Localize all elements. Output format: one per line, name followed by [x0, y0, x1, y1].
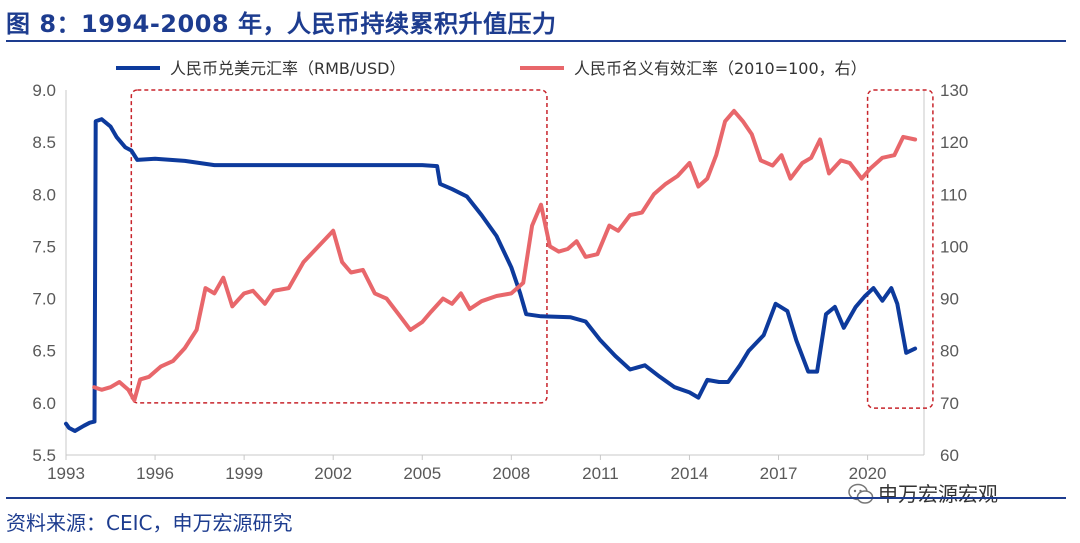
- y-right-tick-label: 90: [940, 290, 959, 309]
- y-right-tick-label: 60: [940, 446, 959, 465]
- y-left-tick-label: 9.0: [32, 81, 56, 100]
- annotation-box: [130, 89, 548, 404]
- annotation-box: [866, 89, 934, 409]
- x-tick-label: 2017: [760, 464, 798, 483]
- source-note: 资料来源：CEIC，申万宏源研究: [6, 511, 293, 535]
- series-line-rmb-usd: [64, 117, 918, 433]
- x-tick-label: 2008: [492, 464, 530, 483]
- legend-label-neer: 人民币名义有效汇率（2010=100，右）: [574, 59, 867, 78]
- y-right-tick-label: 100: [940, 237, 968, 256]
- chart-axes: 5.5 6.0 6.5 7.0 7.5 8.0 8.5 9.0 60 70 80 90 100 110 12…: [32, 81, 968, 483]
- y-right-tick-label: 110: [940, 185, 967, 204]
- y-right-tick-label: 130: [940, 81, 968, 100]
- x-tick-label: 2005: [403, 464, 441, 483]
- line-chart: 人民币兑美元汇率（RMB/USD） 人民币名义有效汇率（2010=100，右） …: [32, 59, 968, 483]
- watermark: 申万宏源宏观: [848, 478, 998, 507]
- y-right-tick-label: 80: [940, 342, 959, 361]
- y-left-tick-label: 7.5: [32, 237, 56, 256]
- x-tick-label: 1999: [225, 464, 263, 483]
- y-left-tick-label: 5.5: [32, 446, 56, 465]
- x-tick-label: 1993: [47, 464, 85, 483]
- series-line-neer: [92, 108, 918, 403]
- y-left-tick-label: 8.5: [32, 133, 56, 152]
- footer-divider: [6, 497, 1066, 499]
- x-tick-label: 2011: [582, 464, 619, 483]
- y-left-tick-label: 8.0: [32, 185, 56, 204]
- watermark-label: 申万宏源宏观: [878, 482, 998, 506]
- annotation-boxes: [130, 89, 934, 409]
- x-tick-label: 2002: [314, 464, 352, 483]
- wechat-icon: [848, 483, 874, 505]
- chart-series: [64, 108, 918, 433]
- x-tick-label: 1996: [136, 464, 174, 483]
- y-left-tick-label: 6.0: [32, 394, 56, 413]
- x-tick-label: 2020: [849, 464, 887, 483]
- title-divider: [6, 40, 1066, 42]
- y-right-tick-label: 70: [940, 394, 959, 413]
- y-left-tick-label: 7.0: [32, 290, 56, 309]
- x-tick-label: 2014: [671, 464, 709, 483]
- page-title: 图 8：1994-2008 年，人民币持续累积升值压力: [6, 10, 557, 38]
- y-right-tick-label: 120: [940, 133, 968, 152]
- legend-label-usd: 人民币兑美元汇率（RMB/USD）: [170, 59, 405, 78]
- y-left-tick-label: 6.5: [32, 342, 56, 361]
